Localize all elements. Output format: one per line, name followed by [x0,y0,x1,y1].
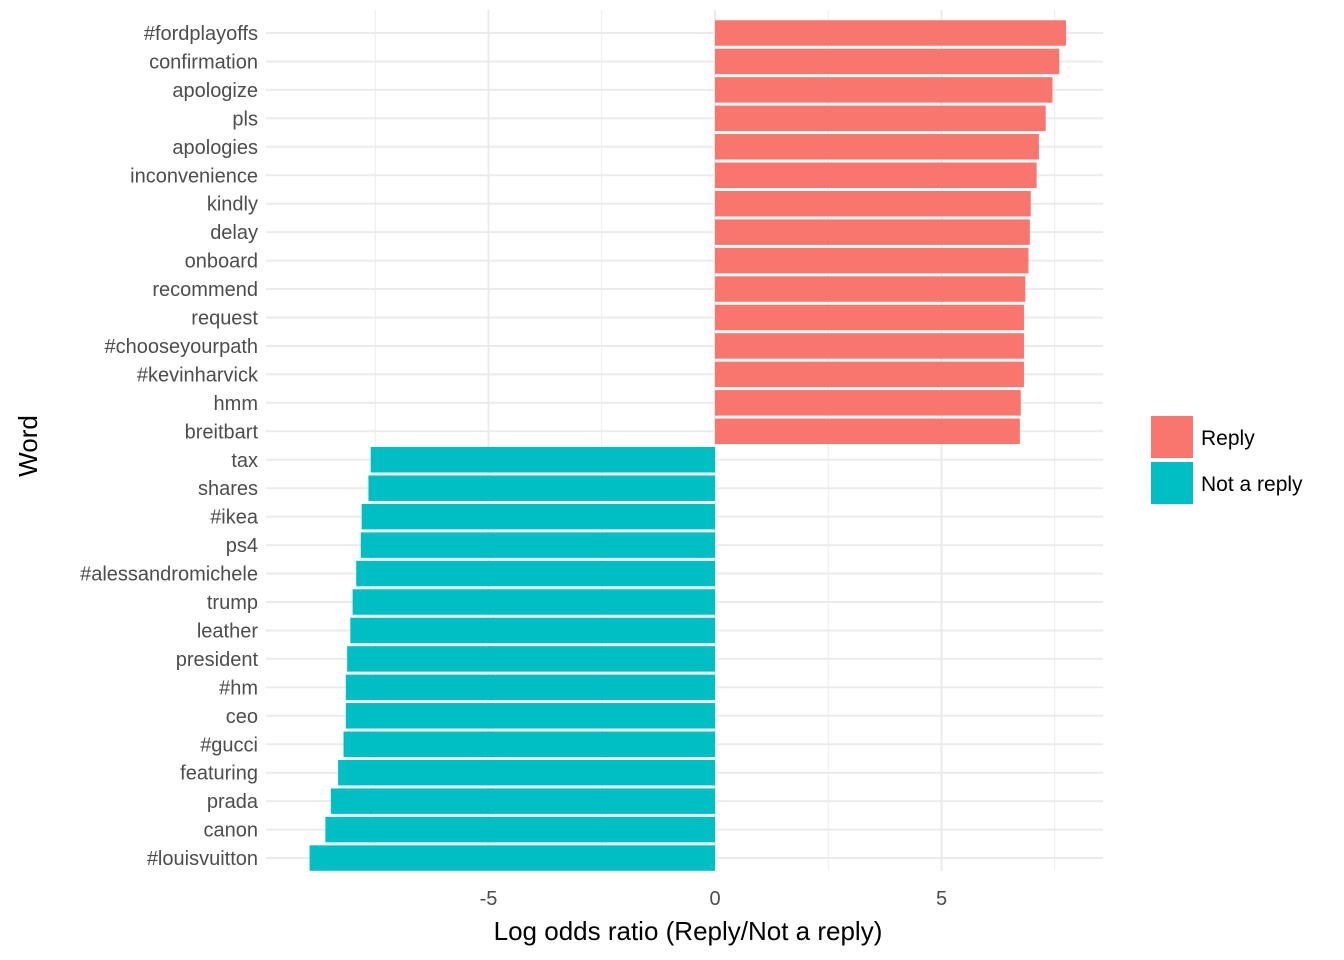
bar-onboard [715,247,1029,274]
bars [309,20,1067,871]
y-tick-label: #hm [219,677,258,699]
bar-hm [345,674,715,701]
y-tick-label: shares [198,478,258,500]
bar-hmm [715,390,1021,416]
bar-request [715,304,1024,331]
bar-louisvuitton [309,845,715,871]
bar-chooseyourpath [715,333,1024,359]
bar-gucci [343,731,715,757]
y-tick-labels: #fordplayoffs confirmation apologize pls apo… [80,23,259,870]
y-tick-label: #fordplayoffs [144,23,258,45]
y-tick-label: hmm [214,393,258,415]
y-tick-label: ceo [226,706,258,728]
bar-trump [352,589,715,615]
bar-leather [350,617,715,644]
y-tick-label: #gucci [200,734,258,756]
bar-ceo [345,703,715,729]
y-tick-label: inconvenience [130,165,258,187]
bar-apologize [715,77,1053,103]
bar-kevinharvick [715,361,1024,388]
bar-ikea [361,503,715,530]
bar-tax [370,447,715,473]
y-tick-label: featuring [180,763,258,785]
legend-label: Reply [1201,427,1255,450]
bar-inconvenience [715,162,1037,188]
y-tick-label: confirmation [149,51,258,73]
bar-alessandromichele [356,560,715,587]
y-tick-label: #chooseyourpath [105,336,258,358]
legend-label: Not a reply [1201,473,1303,496]
y-tick-label: ps4 [226,535,258,557]
x-tick-label: 0 [709,888,720,910]
y-axis-title: Word [13,415,43,477]
y-tick-label: #louisvuitton [147,848,258,870]
y-tick-label: kindly [207,194,258,216]
y-tick-label: pls [232,108,258,130]
x-tick-labels: -5 0 5 [480,888,947,910]
x-tick-label: -5 [480,888,498,910]
y-tick-label: prada [207,791,259,813]
legend-key [1151,416,1193,458]
bar-delay [715,219,1030,245]
y-tick-label: apologize [172,80,258,102]
bar-prada [330,788,715,814]
y-tick-label: tax [231,450,258,472]
bar-featuring [338,759,715,786]
x-tick-label: 5 [936,888,947,910]
y-tick-label: #kevinharvick [137,364,259,386]
bar-confirmation [715,48,1060,75]
bar-apologies [715,134,1039,160]
y-tick-label: request [191,308,258,330]
y-tick-label: president [176,649,259,671]
y-tick-label: delay [210,222,258,244]
bar-canon [325,816,715,843]
y-tick-label: canon [204,820,259,842]
bar-pls [715,105,1046,132]
y-tick-label: onboard [185,251,258,273]
y-tick-label: recommend [152,279,258,301]
legend-key [1151,462,1193,504]
y-tick-label: apologies [172,137,258,159]
y-tick-label: #ikea [210,507,259,529]
y-tick-label: trump [207,592,258,614]
bar-kindly [715,190,1031,217]
x-axis-title: Log odds ratio (Reply/Not a reply) [494,916,883,946]
bar-recommend [715,276,1026,302]
y-tick-label: #alessandromichele [80,564,258,586]
y-tick-label: leather [197,620,258,642]
bar-ps4 [360,532,715,558]
bar-shares [368,475,715,501]
bar-fordplayoffs [715,20,1067,46]
bar-breitbart [715,418,1020,445]
y-tick-label: breitbart [185,421,259,443]
bar-president [347,646,715,672]
legend: Reply Not a reply [1151,416,1303,504]
